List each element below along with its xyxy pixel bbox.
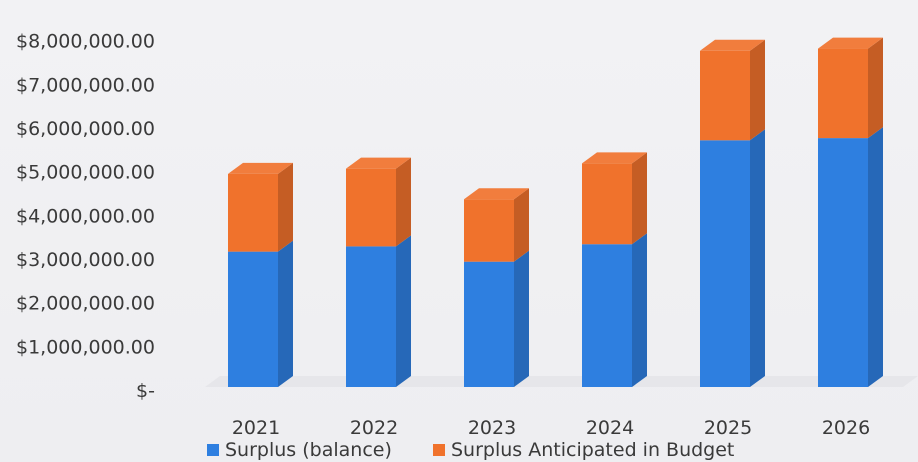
y-tick-label: $2,000,000.00 (16, 293, 155, 315)
bar-top-face (700, 39, 765, 51)
x-axis: 2021 2022 2023 2024 2025 2026 (232, 417, 870, 439)
bar-front-face (464, 199, 514, 262)
bar-front-face (464, 261, 514, 387)
y-tick-label: $7,000,000.00 (16, 74, 155, 96)
bar-front-face (582, 163, 632, 245)
bar-side-face (632, 233, 647, 387)
x-tick-label: 2023 (468, 417, 516, 439)
legend-swatch (207, 444, 219, 456)
y-tick-label: $3,000,000.00 (16, 249, 155, 271)
y-tick-label: $1,000,000.00 (16, 336, 155, 358)
bar-front-face (346, 168, 396, 247)
bar-segment (582, 152, 647, 245)
bar-top-face (346, 157, 411, 169)
bar-side-face (278, 162, 293, 252)
bar-front-face (700, 140, 750, 387)
x-tick-label: 2025 (704, 417, 752, 439)
bar-side-face (514, 250, 529, 387)
bar-segment (346, 157, 411, 247)
bar-front-face (818, 138, 868, 387)
x-tick-label: 2022 (350, 417, 398, 439)
x-tick-label: 2024 (586, 417, 634, 439)
y-tick-label: $8,000,000.00 (16, 31, 155, 53)
bar-side-face (750, 129, 765, 388)
bar-side-face (632, 152, 647, 245)
bar-side-face (514, 188, 529, 262)
bars-group (205, 37, 918, 388)
bar-front-face (228, 251, 278, 387)
bar-front-face (228, 173, 278, 252)
bar-front-face (582, 244, 632, 387)
bar-side-face (278, 240, 293, 387)
bar-segment (228, 240, 293, 387)
bar-front-face (346, 246, 396, 387)
bar-front-face (700, 50, 750, 141)
y-axis: $- $1,000,000.00 $2,000,000.00 $3,000,000.0… (16, 31, 155, 402)
bar-segment (228, 162, 293, 252)
chart-floor (205, 376, 918, 387)
x-tick-label: 2021 (232, 417, 280, 439)
bar-side-face (868, 37, 883, 139)
bar-segment (700, 39, 765, 141)
legend-item: Surplus (balance) (207, 439, 392, 461)
bar-segment (582, 233, 647, 387)
bar-segment (346, 235, 411, 387)
bar-side-face (396, 157, 411, 247)
bar-top-face (818, 37, 883, 49)
bar-segment (700, 129, 765, 388)
bar-front-face (818, 48, 868, 139)
y-tick-label: $4,000,000.00 (16, 205, 155, 227)
bar-top-face (582, 152, 647, 164)
legend-item: Surplus Anticipated in Budget (433, 439, 734, 461)
bar-top-face (228, 162, 293, 174)
legend-swatch (433, 444, 445, 456)
legend-label: Surplus (balance) (225, 439, 392, 461)
bar-side-face (868, 127, 883, 387)
bar-segment (464, 188, 529, 262)
legend: Surplus (balance) Surplus Anticipated in … (207, 439, 734, 461)
legend-label: Surplus Anticipated in Budget (451, 439, 734, 461)
bar-side-face (396, 235, 411, 387)
y-tick-label: $- (136, 380, 155, 402)
y-tick-label: $5,000,000.00 (16, 162, 155, 184)
bar-segment (818, 37, 883, 139)
x-tick-label: 2026 (822, 417, 870, 439)
bar-segment (818, 127, 883, 387)
bar-top-face (464, 188, 529, 200)
y-tick-label: $6,000,000.00 (16, 118, 155, 140)
bar-segment (464, 250, 529, 387)
bar-side-face (750, 39, 765, 141)
